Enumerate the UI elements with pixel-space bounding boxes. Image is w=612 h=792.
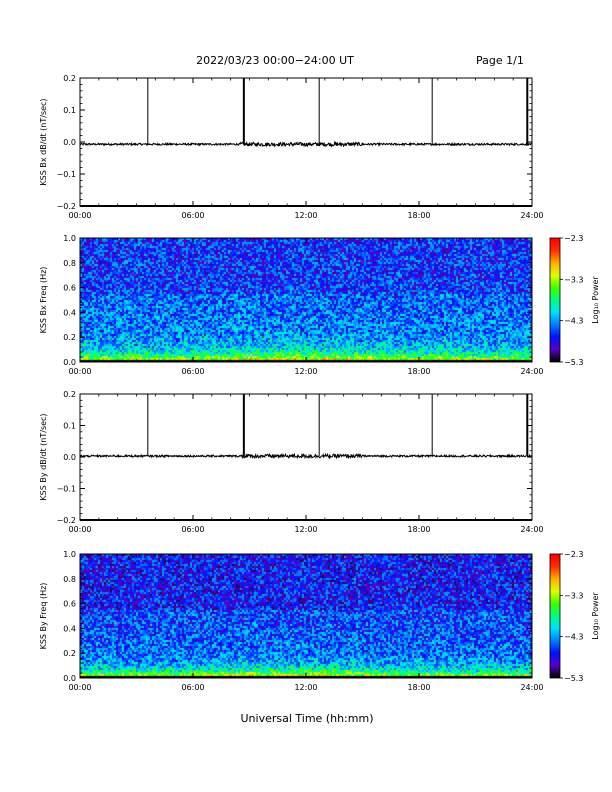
- y-tick-label: −0.2: [57, 202, 76, 211]
- x-tick-label: 18:00: [407, 367, 430, 376]
- y-tick-label: −0.1: [57, 485, 76, 494]
- y-tick-label: 0.8: [63, 575, 76, 584]
- x-tick-label: 24:00: [520, 683, 543, 692]
- y-tick-label: 0.0: [63, 138, 76, 147]
- y-tick-label: 0.2: [63, 390, 76, 399]
- x-tick-label: 18:00: [407, 525, 430, 534]
- x-tick-label: 24:00: [520, 525, 543, 534]
- x-tick-label: 12:00: [294, 683, 317, 692]
- y-tick-label: 0.2: [63, 649, 76, 658]
- y-tick-label: −0.1: [57, 170, 76, 179]
- y-tick-label: 0.1: [63, 106, 76, 115]
- panel-1: 0.2 0.1 0.0 −0.1 −0.200:00 06:00 12:00 18:00 24:…: [39, 74, 544, 220]
- x-tick-label: 12:00: [294, 525, 317, 534]
- y-axis-label: KSS By dB/dt (nT/sec): [39, 413, 48, 500]
- spectrogram-image: [80, 554, 532, 678]
- colorbar: [550, 238, 560, 362]
- x-tick-label: 00:00: [68, 211, 91, 220]
- x-tick-label: 06:00: [181, 211, 204, 220]
- y-tick-label: 1.0: [63, 234, 76, 243]
- x-tick-label: 06:00: [181, 525, 204, 534]
- panel-4: −2.3 −3.3 −4.3 −5.3 Log₁₀ Power 1.0 0.8 0.6 0.4 0…: [39, 550, 600, 692]
- y-tick-label: 0.0: [63, 358, 76, 367]
- colorbar-frame: [549, 553, 561, 679]
- series-line: [79, 140, 533, 148]
- colorbar-tick-label: −3.3: [564, 275, 583, 284]
- colorbar-tick-label: −2.3: [564, 234, 583, 243]
- y-axis-label: KSS By Freq (Hz): [39, 583, 48, 650]
- page-indicator: Page 1/1: [476, 54, 524, 67]
- y-tick-label: 0.6: [63, 600, 76, 609]
- colorbar-tick-label: −5.3: [564, 674, 583, 683]
- x-axis-label: Universal Time (hh:mm): [241, 712, 374, 725]
- x-tick-label: 18:00: [407, 211, 430, 220]
- y-tick-label: 0.0: [63, 674, 76, 683]
- y-tick-label: 0.0: [63, 453, 76, 462]
- x-tick-label: 12:00: [294, 367, 317, 376]
- x-tick-label: 00:00: [68, 525, 91, 534]
- panel-3: 0.2 0.1 0.0 −0.1 −0.200:00 06:00 12:00 18:00 24:…: [39, 390, 544, 534]
- x-tick-label: 18:00: [407, 683, 430, 692]
- y-tick-label: 0.4: [63, 624, 76, 633]
- x-tick-label: 00:00: [68, 367, 91, 376]
- colorbar-label: Log₁₀ Power: [591, 276, 600, 324]
- y-tick-label: 0.6: [63, 284, 76, 293]
- x-tick-label: 24:00: [520, 367, 543, 376]
- colorbar-tick-label: −3.3: [564, 591, 583, 600]
- figure-title: 2022/03/23 00:00−24:00 UT: [196, 54, 354, 67]
- y-tick-label: 1.0: [63, 550, 76, 559]
- x-tick-label: 24:00: [520, 211, 543, 220]
- colorbar-tick-label: −4.3: [564, 633, 583, 642]
- y-axis-label: KSS Bx Freq (Hz): [39, 267, 48, 334]
- colorbar-frame: [549, 237, 561, 363]
- y-tick-label: 0.8: [63, 259, 76, 268]
- x-tick-label: 00:00: [68, 683, 91, 692]
- y-tick-label: −0.2: [57, 516, 76, 525]
- colorbar-tick-label: −2.3: [564, 550, 583, 559]
- spectrogram-image: [80, 238, 532, 362]
- y-tick-label: 0.2: [63, 74, 76, 83]
- x-tick-label: 06:00: [181, 367, 204, 376]
- colorbar-tick-label: −5.3: [564, 358, 583, 367]
- y-axis-label: KSS Bx dB/dt (nT/sec): [39, 98, 48, 185]
- x-tick-label: 06:00: [181, 683, 204, 692]
- panel-2: −2.3 −3.3 −4.3 −5.3 Log₁₀ Power 1.0 0.8 0.6 0.4 0…: [39, 234, 600, 376]
- y-tick-label: 0.1: [63, 422, 76, 431]
- y-tick-label: 0.2: [63, 333, 76, 342]
- x-tick-label: 12:00: [294, 211, 317, 220]
- colorbar-tick-label: −4.3: [564, 317, 583, 326]
- colorbar: [550, 554, 560, 678]
- y-tick-label: 0.4: [63, 308, 76, 317]
- colorbar-label: Log₁₀ Power: [591, 592, 600, 640]
- series-line: [79, 452, 533, 460]
